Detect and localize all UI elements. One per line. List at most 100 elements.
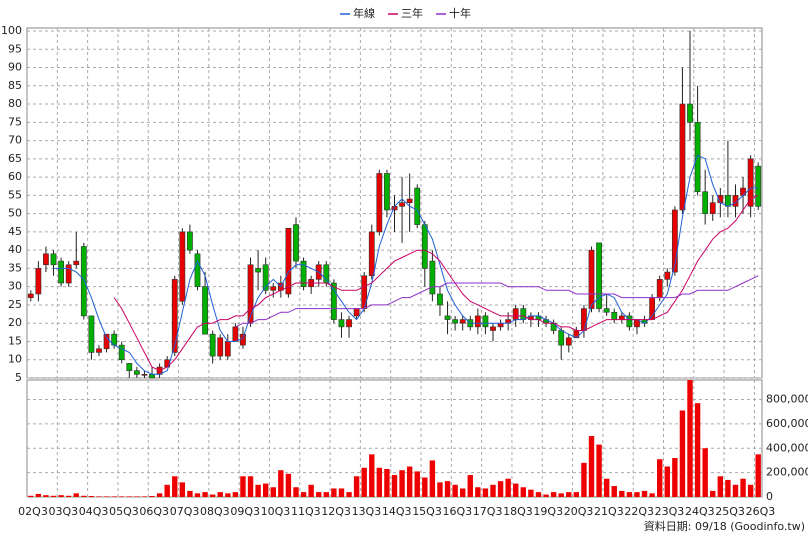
y-tick-label: 85	[8, 79, 22, 92]
y-tick-label: 95	[8, 42, 22, 55]
candle-body	[452, 319, 459, 324]
volume-bar	[338, 488, 345, 497]
candle-body	[50, 253, 57, 266]
volume-bar	[490, 484, 496, 497]
candle-body	[338, 319, 345, 328]
volume-bar	[725, 479, 731, 497]
candle-body	[399, 202, 405, 207]
x-tick-label: 12Q3	[321, 505, 351, 518]
candle-body	[755, 165, 762, 207]
volume-bar	[96, 496, 102, 497]
candle-body	[725, 195, 731, 207]
volume-bar	[308, 484, 314, 497]
volume-bar	[550, 492, 557, 497]
y-tick-label: 20	[8, 316, 22, 329]
y-tick-label: 30	[8, 280, 22, 293]
volume-bar	[543, 494, 549, 497]
x-tick-label: 13Q3	[352, 505, 382, 518]
volume-bar	[361, 467, 367, 497]
volume-bar	[475, 487, 481, 497]
candle-body	[217, 337, 224, 357]
y-tick-label: 5	[15, 371, 22, 384]
candle-body	[270, 286, 277, 291]
y-tick-label: 400,000	[766, 441, 808, 454]
volume-bar	[240, 476, 246, 497]
volume-bar	[119, 496, 125, 497]
volume-bar	[444, 481, 451, 497]
volume-bar	[740, 478, 746, 497]
volume-bar	[285, 473, 292, 497]
volume-bar	[596, 444, 602, 497]
volume-bar	[369, 454, 375, 497]
y-tick-label: 50	[8, 207, 22, 220]
y-tick-label: 75	[8, 115, 22, 128]
volume-bar	[459, 488, 466, 497]
volume-bar	[65, 495, 72, 497]
volume-bar	[323, 492, 330, 497]
candle-body	[421, 224, 428, 269]
x-tick-label: 20Q3	[564, 505, 594, 518]
volume-bar	[270, 487, 276, 497]
y-tick-label: 90	[8, 61, 22, 74]
volume-bar	[505, 478, 511, 497]
volume-bar	[293, 487, 299, 497]
volume-bar	[513, 483, 519, 497]
candle-body	[596, 242, 602, 309]
candle-body	[255, 268, 262, 273]
volume-bar	[331, 488, 337, 497]
volume-bar	[202, 492, 208, 497]
volume-bar	[141, 496, 148, 497]
volume-bar	[209, 494, 216, 497]
candle-body	[240, 333, 246, 346]
volume-bar	[482, 488, 489, 497]
volume-bar	[664, 466, 670, 497]
volume-bar	[679, 410, 686, 497]
volume-bar	[399, 470, 405, 497]
y-tick-label: 200,000	[766, 466, 808, 479]
x-tick-label: 11Q3	[291, 505, 321, 518]
x-tick-label: 24Q3	[685, 505, 715, 518]
candle-body	[133, 370, 140, 375]
candle-body	[126, 363, 133, 371]
volume-bar	[520, 487, 527, 497]
candle-body	[482, 315, 489, 328]
volume-bar	[50, 495, 57, 497]
x-tick-label: 14Q3	[382, 505, 412, 518]
volume-bar	[217, 492, 223, 497]
volume-bar	[149, 496, 155, 497]
candle-body	[664, 271, 671, 280]
candle-body	[262, 264, 269, 291]
volume-bar	[179, 482, 186, 497]
volume-bar	[581, 462, 587, 497]
volume-bar	[755, 454, 761, 497]
volume-bar	[702, 448, 708, 497]
candle-body	[187, 231, 193, 251]
candle-body	[414, 187, 421, 225]
volume-bar	[566, 492, 572, 497]
candle-body	[285, 227, 292, 295]
volume-bar	[747, 484, 754, 497]
candle-body	[581, 308, 587, 331]
candle-body	[437, 293, 443, 306]
legend-label: 年線	[353, 6, 375, 20]
volume-bar	[497, 481, 504, 497]
volume-bar	[641, 490, 648, 497]
candle-body	[43, 253, 49, 266]
x-tick-label: 26Q3	[746, 505, 776, 518]
y-tick-label: 65	[8, 152, 22, 165]
candle-body	[603, 308, 610, 313]
volume-bar	[558, 493, 564, 497]
candle-body	[376, 173, 383, 233]
candle-body	[429, 260, 436, 295]
volume-bar	[406, 466, 413, 497]
x-tick-label: 17Q3	[473, 505, 503, 518]
candle-body	[747, 158, 754, 207]
candle-body	[35, 268, 42, 295]
ma-line	[53, 154, 759, 375]
volume-bar	[414, 471, 420, 497]
y-tick-label: 70	[8, 134, 22, 147]
y-tick-label: 0	[766, 490, 773, 503]
ma-line	[235, 275, 759, 328]
volume-bar	[528, 489, 534, 497]
candle-body	[293, 224, 299, 262]
